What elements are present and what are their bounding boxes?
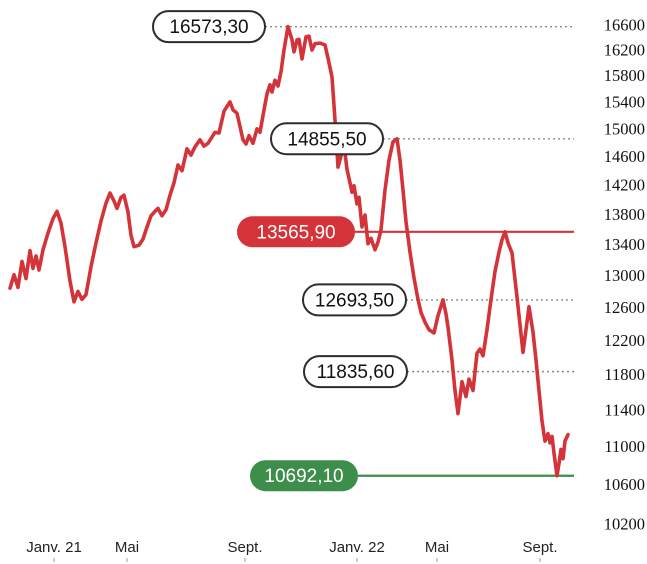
y-axis-tick-label: 15000 [604,119,645,138]
y-axis-tick-label: 10200 [604,515,645,534]
y-axis-tick-label: 12600 [604,298,645,317]
price-curve [8,24,570,478]
y-axis-tick-label: 14600 [604,147,645,166]
y-axis-tick-label: 11400 [604,401,645,420]
x-axis-month-label: Sept. [522,539,557,556]
y-axis-tick-label: 13800 [604,205,645,224]
value-callout-pill-outline [303,355,408,389]
value-callout-pill-red [237,216,355,248]
y-axis-tick-label: 14200 [604,176,645,195]
x-axis-month-label: Sept. [227,539,262,556]
value-callout-label: 11835,60 [317,362,395,383]
value-callout-label: 14855,50 [287,129,366,150]
y-axis-tick-label: 15800 [604,66,645,85]
y-axis-tick-label: 11000 [604,437,645,456]
value-callout-label: 10692,10 [264,466,343,487]
y-axis-tick-label: 15400 [604,92,645,111]
y-axis-tick-label: 16600 [604,16,645,35]
y-axis-tick-label: 12200 [604,331,645,350]
value-callout-label: 12693,50 [315,290,394,311]
x-axis-month-label: Janv. 21 [26,539,82,556]
value-callout-pill-outline [302,283,407,317]
y-axis-tick-label: 13000 [604,266,645,285]
y-axis-tick-label: 11800 [604,365,645,384]
x-axis-month-label: Mai [425,539,449,556]
x-axis-month-label: Janv. 22 [329,539,385,556]
y-axis-tick-label: 13400 [604,235,645,254]
y-axis-tick-label: 16200 [604,40,645,59]
value-callout-pill-outline [152,10,266,44]
value-callout-pill-green [250,460,358,492]
value-callout-pill-outline [270,122,384,156]
y-axis-tick-label: 10600 [604,475,645,494]
x-axis-month-label: Mai [115,539,139,556]
value-callout-label: 13565,90 [256,222,335,243]
value-callout-label: 16573,30 [169,17,248,38]
